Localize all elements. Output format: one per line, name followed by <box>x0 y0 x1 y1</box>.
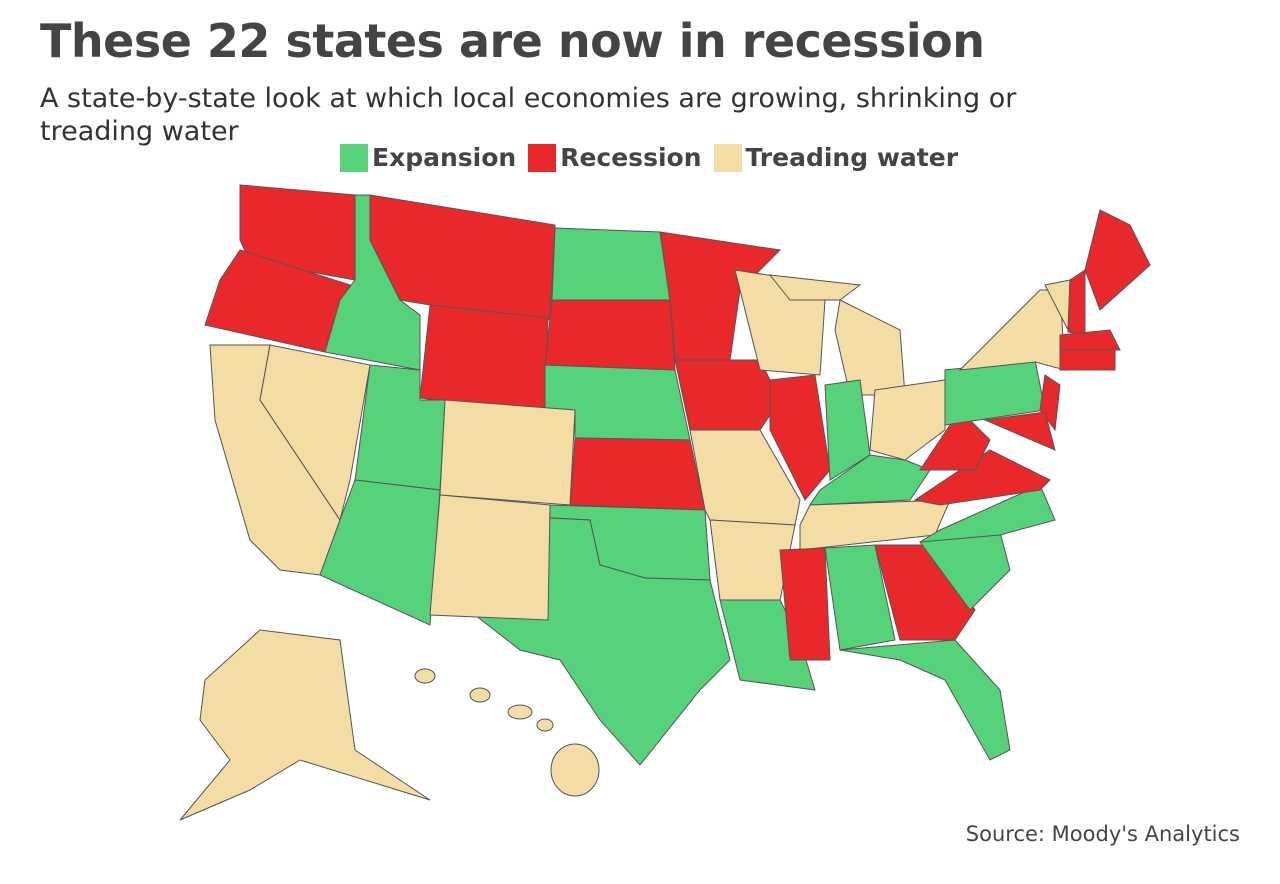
legend-item: Recession <box>528 143 702 172</box>
state <box>958 289 1066 371</box>
subtitle: A state-by-state look at which local eco… <box>40 83 1017 147</box>
state <box>319 479 441 626</box>
state <box>779 547 831 661</box>
legend-swatch <box>340 143 368 172</box>
legend-item: Treading water <box>713 143 959 172</box>
state <box>550 743 600 797</box>
state <box>507 704 533 720</box>
state <box>769 374 831 501</box>
state <box>429 494 551 621</box>
state <box>536 718 554 732</box>
title: These 22 states are now in recession <box>40 14 985 68</box>
state <box>1084 209 1151 311</box>
legend-label: Recession <box>560 143 702 172</box>
legend-swatch <box>528 143 557 172</box>
state <box>919 409 991 471</box>
state <box>1059 329 1121 351</box>
legend-swatch <box>713 143 742 172</box>
state <box>551 227 671 301</box>
source: Source: Moody's Analytics <box>965 822 1240 846</box>
state <box>874 544 976 641</box>
state <box>419 304 549 413</box>
state <box>179 629 431 821</box>
state <box>983 411 1056 451</box>
state <box>469 687 491 703</box>
state <box>414 668 436 684</box>
state <box>834 299 906 396</box>
legend: Expansion Recession Treading water <box>340 143 958 172</box>
state <box>839 639 1011 761</box>
state <box>204 249 351 353</box>
state <box>1059 349 1116 371</box>
state <box>569 437 706 511</box>
state <box>824 544 896 651</box>
state <box>259 344 371 522</box>
legend-item: Expansion <box>340 143 516 172</box>
state <box>439 399 576 506</box>
legend-label: Expansion <box>372 143 517 172</box>
state <box>1067 269 1086 336</box>
legend-label: Treading water <box>745 143 959 172</box>
state <box>869 379 946 461</box>
state <box>799 499 951 551</box>
state <box>544 299 676 371</box>
